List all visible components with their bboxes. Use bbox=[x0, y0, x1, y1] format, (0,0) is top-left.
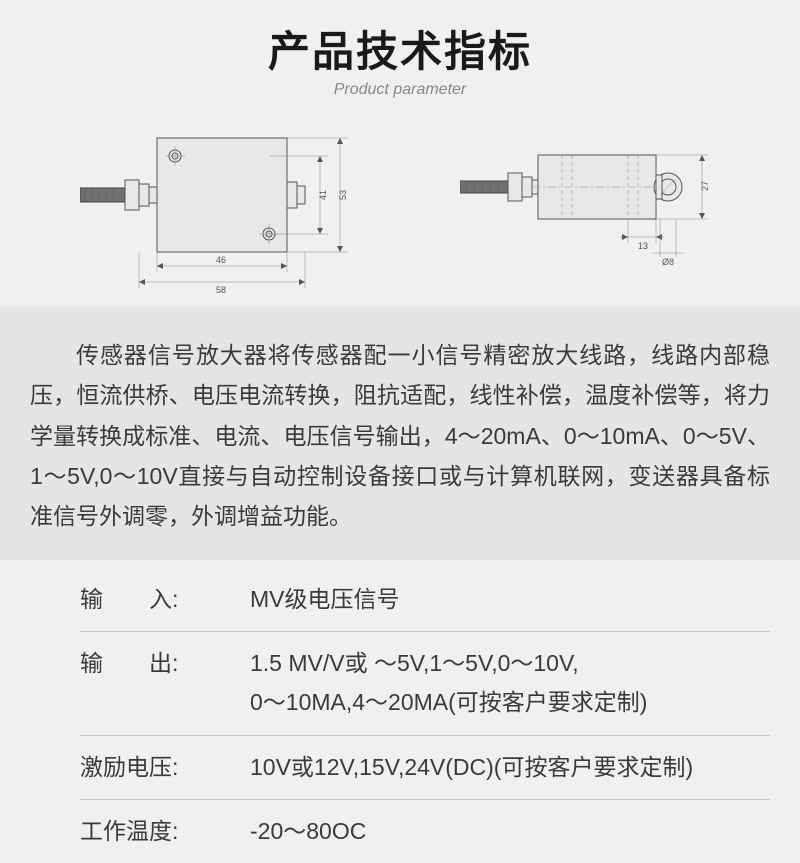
dim-width-outer: 58 bbox=[216, 285, 226, 295]
spec-label-input: 输 入: bbox=[80, 580, 230, 614]
spec-value-input: MV级电压信号 bbox=[230, 580, 770, 619]
spec-label-temp: 工作温度: bbox=[80, 812, 230, 846]
title-chinese: 产品技术指标 bbox=[0, 18, 800, 79]
technical-diagrams: 41 53 46 58 bbox=[0, 107, 800, 307]
side-view-diagram: 27 13 Ø8 bbox=[460, 125, 750, 290]
description-text: 传感器信号放大器将传感器配一小信号精密放大线路，线路内部稳压，恒流供桥、电压电流… bbox=[30, 335, 770, 536]
header: 产品技术指标 Product parameter bbox=[0, 0, 800, 107]
dim-hole-dist: 41 bbox=[318, 189, 328, 199]
description-panel: 传感器信号放大器将传感器配一小信号精密放大线路，线路内部稳压，恒流供桥、电压电流… bbox=[0, 307, 800, 560]
spec-table: 输 入: MV级电压信号 输 出: 1.5 MV/V或 ～5V,1～5V,0～1… bbox=[0, 560, 800, 862]
title-english: Product parameter bbox=[0, 81, 800, 99]
front-view-diagram: 41 53 46 58 bbox=[80, 110, 400, 305]
spec-row-temp: 工作温度: -20～80OC bbox=[80, 800, 770, 863]
spec-row-input: 输 入: MV级电压信号 bbox=[80, 568, 770, 632]
spec-value-output: 1.5 MV/V或 ～5V,1～5V,0～10V, 0～10MA,4～20MA(… bbox=[230, 644, 770, 722]
dim-height: 53 bbox=[338, 189, 348, 199]
spec-value-excite: 10V或12V,15V,24V(DC)(可按客户要求定制) bbox=[230, 748, 770, 787]
dim-width-inner: 46 bbox=[216, 255, 226, 265]
spec-value-temp: -20～80OC bbox=[230, 812, 770, 851]
spec-row-output: 输 出: 1.5 MV/V或 ～5V,1～5V,0～10V, 0～10MA,4～… bbox=[80, 632, 770, 735]
spec-label-excite: 激励电压: bbox=[80, 748, 230, 782]
spec-row-excite: 激励电压: 10V或12V,15V,24V(DC)(可按客户要求定制) bbox=[80, 736, 770, 800]
dim-side-height: 27 bbox=[700, 180, 710, 190]
dim-diameter: Ø8 bbox=[662, 257, 674, 267]
dim-depth: 13 bbox=[638, 241, 648, 251]
spec-label-output: 输 出: bbox=[80, 644, 230, 678]
